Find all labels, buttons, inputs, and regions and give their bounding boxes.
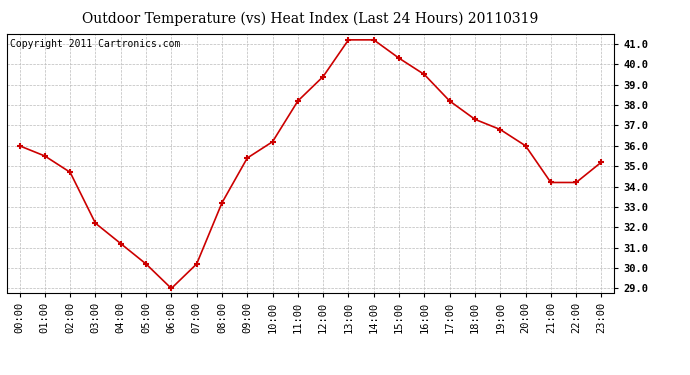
Text: Copyright 2011 Cartronics.com: Copyright 2011 Cartronics.com [10, 39, 180, 49]
Text: Outdoor Temperature (vs) Heat Index (Last 24 Hours) 20110319: Outdoor Temperature (vs) Heat Index (Las… [82, 11, 539, 26]
